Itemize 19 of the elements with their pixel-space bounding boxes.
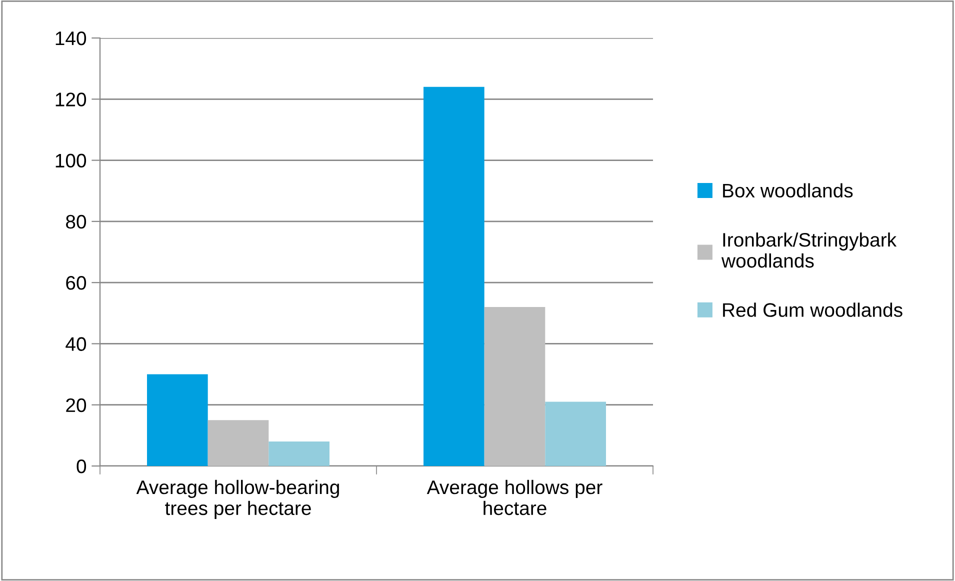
y-tick-label: 100 <box>56 154 86 168</box>
y-tick-label: 80 <box>66 214 86 229</box>
y-tick-label: 120 <box>56 92 86 106</box>
bar <box>268 442 330 466</box>
bar <box>208 420 269 466</box>
x-tick-label: Average hollow-bearing trees per hectare <box>136 480 339 519</box>
bar <box>424 86 484 466</box>
y-tick-label: 140 <box>56 31 86 46</box>
legend-label: Red Gum woodlands <box>723 302 902 317</box>
y-tick-label: 20 <box>66 398 86 412</box>
y-tick-label: 60 <box>66 276 86 290</box>
bar <box>545 402 606 466</box>
bar <box>147 374 208 466</box>
y-tick-label: 40 <box>66 337 86 351</box>
y-tick-label: 0 <box>76 459 86 474</box>
bar <box>484 307 546 466</box>
x-tick-label: Average hollows per hectare <box>426 480 602 516</box>
legend-label: Ironbark/Stringybark woodlands <box>721 232 897 268</box>
legend-label: Box woodlands <box>723 183 853 198</box>
